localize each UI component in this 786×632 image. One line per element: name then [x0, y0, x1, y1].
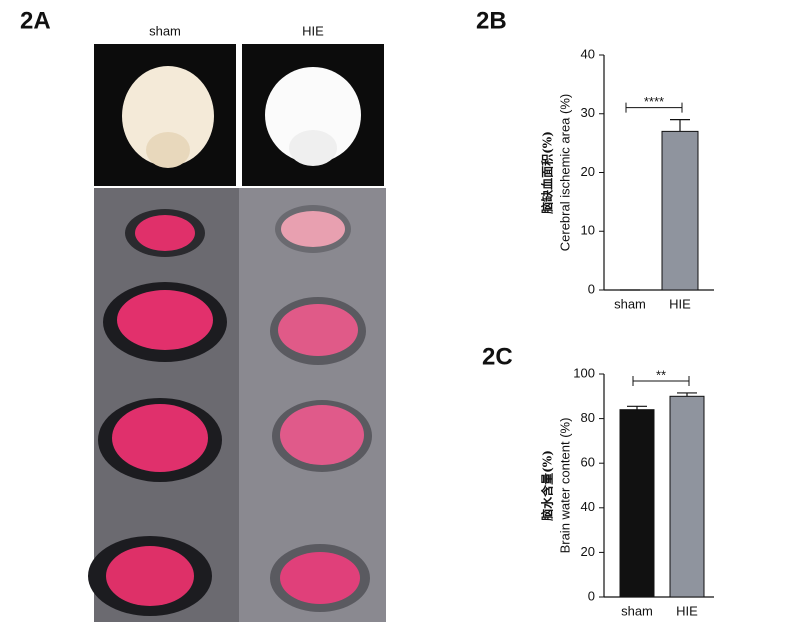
y-tick-label: 100: [573, 365, 595, 380]
x-tick-label: sham: [614, 296, 646, 311]
error-bar: [670, 119, 690, 132]
group-label: HIE: [302, 23, 324, 38]
y-tick-label: 40: [581, 499, 595, 514]
y-axis-label: Cerebral ischemic area (%): [557, 94, 572, 252]
photo-brain-slices: [88, 188, 386, 622]
y-tick-label: 0: [588, 588, 595, 603]
y-tick-label: 0: [588, 281, 595, 296]
y-tick-label: 20: [581, 164, 595, 179]
y-axis-label: 脑水含量(%): [540, 450, 555, 522]
significance-label: ****: [644, 94, 664, 109]
photo-whole-brain: [94, 44, 384, 186]
error-bar: [677, 392, 697, 397]
bar: [661, 130, 699, 291]
significance-label: **: [656, 367, 666, 382]
significance-bracket: [632, 375, 690, 386]
significance-bracket: [625, 102, 683, 113]
panel-label: 2C: [482, 343, 513, 370]
panel-label: 2A: [20, 7, 51, 34]
y-tick-label: 30: [581, 105, 595, 120]
bar: [669, 395, 705, 598]
y-tick-label: 60: [581, 455, 595, 470]
y-tick-label: 10: [581, 223, 595, 238]
x-tick-label: sham: [621, 603, 653, 618]
error-bar: [627, 405, 647, 410]
panel-label: 2B: [476, 7, 507, 34]
group-label: sham: [149, 23, 181, 38]
y-axis-label: Brain water content (%): [557, 418, 572, 554]
y-tick-label: 80: [581, 410, 595, 425]
x-tick-label: HIE: [669, 296, 691, 311]
bar: [619, 409, 655, 598]
x-tick-label: HIE: [676, 603, 698, 618]
y-axis-label: 脑缺血面积(%): [540, 131, 555, 215]
y-tick-label: 20: [581, 544, 595, 559]
y-tick-label: 40: [581, 46, 595, 61]
